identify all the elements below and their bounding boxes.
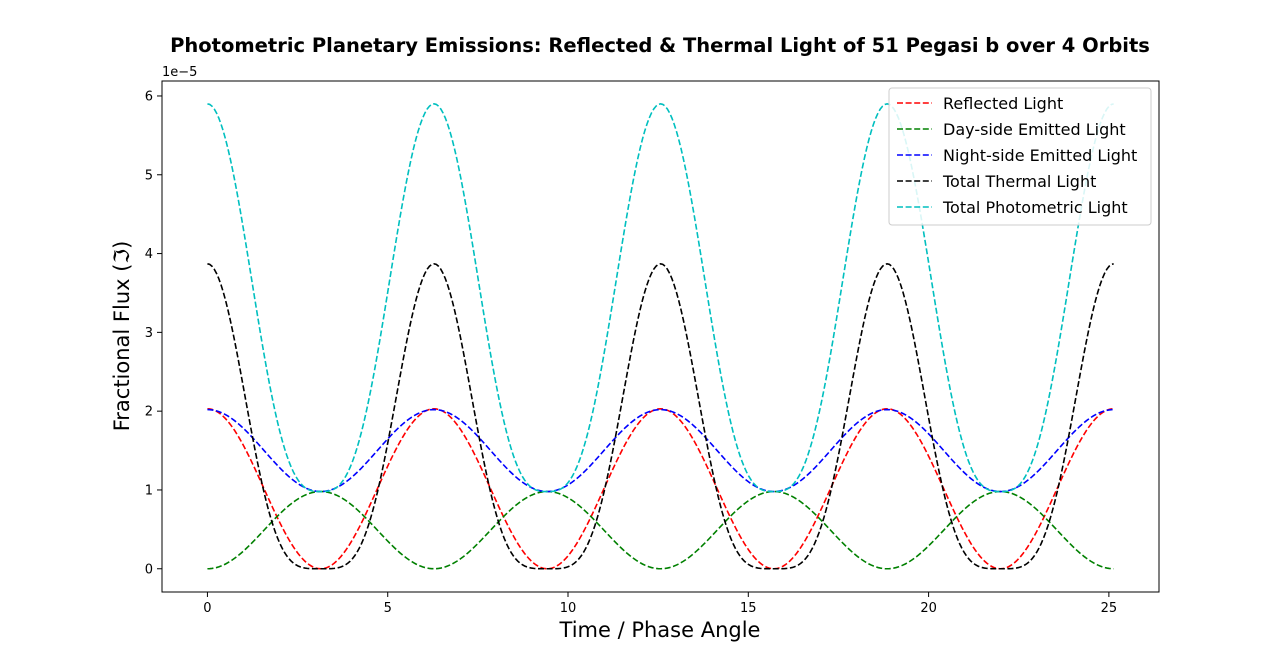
legend: Reflected Light Day-side Emitted Light Nig… [888, 87, 1152, 226]
x-tick-label: 15 [740, 601, 757, 616]
x-tick-label: 0 [203, 601, 211, 616]
y-tick-label: 5 [145, 168, 153, 183]
x-tick-label: 25 [1101, 601, 1118, 616]
plot-frame [161, 80, 1160, 593]
y-tick-label: 2 [145, 405, 153, 420]
y-tick-label: 1 [145, 483, 153, 498]
y-axis-ticks: 0 1 2 3 4 5 6 [145, 89, 162, 577]
legend-entry: Total Photometric Light [942, 198, 1128, 217]
x-axis-label: Time / Phase Angle [559, 618, 761, 642]
chart-title: Photometric Planetary Emissions: Reflect… [170, 34, 1150, 57]
y-offset-label: 1e−5 [162, 65, 197, 80]
x-tick-label: 5 [384, 601, 392, 616]
x-tick-label: 20 [920, 601, 937, 616]
plot-area [161, 80, 1160, 593]
y-axis-label: Fractional Flux (ℑ) [110, 241, 134, 432]
series-line-1 [207, 407, 1114, 570]
series-lines [207, 103, 1114, 570]
legend-entry: Night-side Emitted Light [943, 146, 1137, 165]
legend-entry: Reflected Light [943, 94, 1063, 113]
legend-entry: Day-side Emitted Light [943, 120, 1126, 139]
series-line-4 [207, 262, 1114, 570]
x-axis-ticks: 0 5 10 15 20 25 [203, 592, 1117, 616]
legend-entry: Total Thermal Light [942, 172, 1096, 191]
y-tick-label: 6 [145, 89, 153, 104]
y-tick-label: 4 [145, 247, 153, 262]
series-line-5 [207, 103, 1114, 493]
y-tick-label: 3 [145, 326, 153, 341]
series-line-2 [207, 490, 1114, 570]
x-tick-label: 10 [560, 601, 577, 616]
y-tick-label: 0 [145, 562, 153, 577]
legend-frame [888, 87, 1152, 226]
